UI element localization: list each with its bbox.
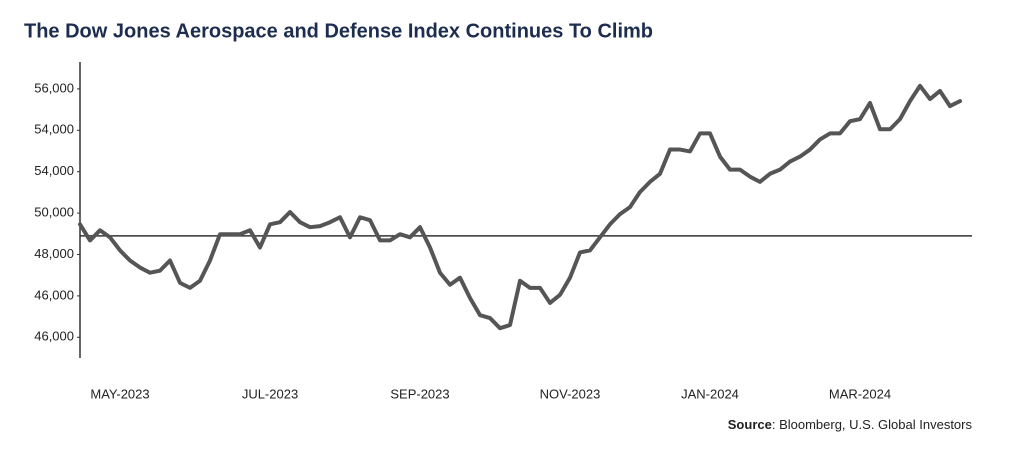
x-tick-label: NOV-2023 [540,386,601,401]
chart-title: The Dow Jones Aerospace and Defense Inde… [24,20,653,42]
y-tick-label: 54,000 [34,163,74,178]
source: Source: Bloomberg, U.S. Global Investors [728,417,973,432]
y-tick-label: 56,000 [34,80,74,95]
source-label: Source [728,417,772,432]
y-tick-label: 46,000 [34,287,74,302]
series-line [78,83,962,331]
x-tick-label: JUL-2023 [242,386,298,401]
x-tick-label: MAR-2024 [829,386,891,401]
y-tick-label: 48,000 [34,246,74,261]
y-tick-label: 46,000 [34,329,74,344]
y-tick-label: 50,000 [34,205,74,220]
x-tick-label: JAN-2024 [681,386,739,401]
source-text: : Bloomberg, U.S. Global Investors [772,417,973,432]
x-tick-label: SEP-2023 [390,386,449,401]
y-tick-label: 54,000 [34,122,74,137]
x-tick-label: MAY-2023 [90,386,149,401]
